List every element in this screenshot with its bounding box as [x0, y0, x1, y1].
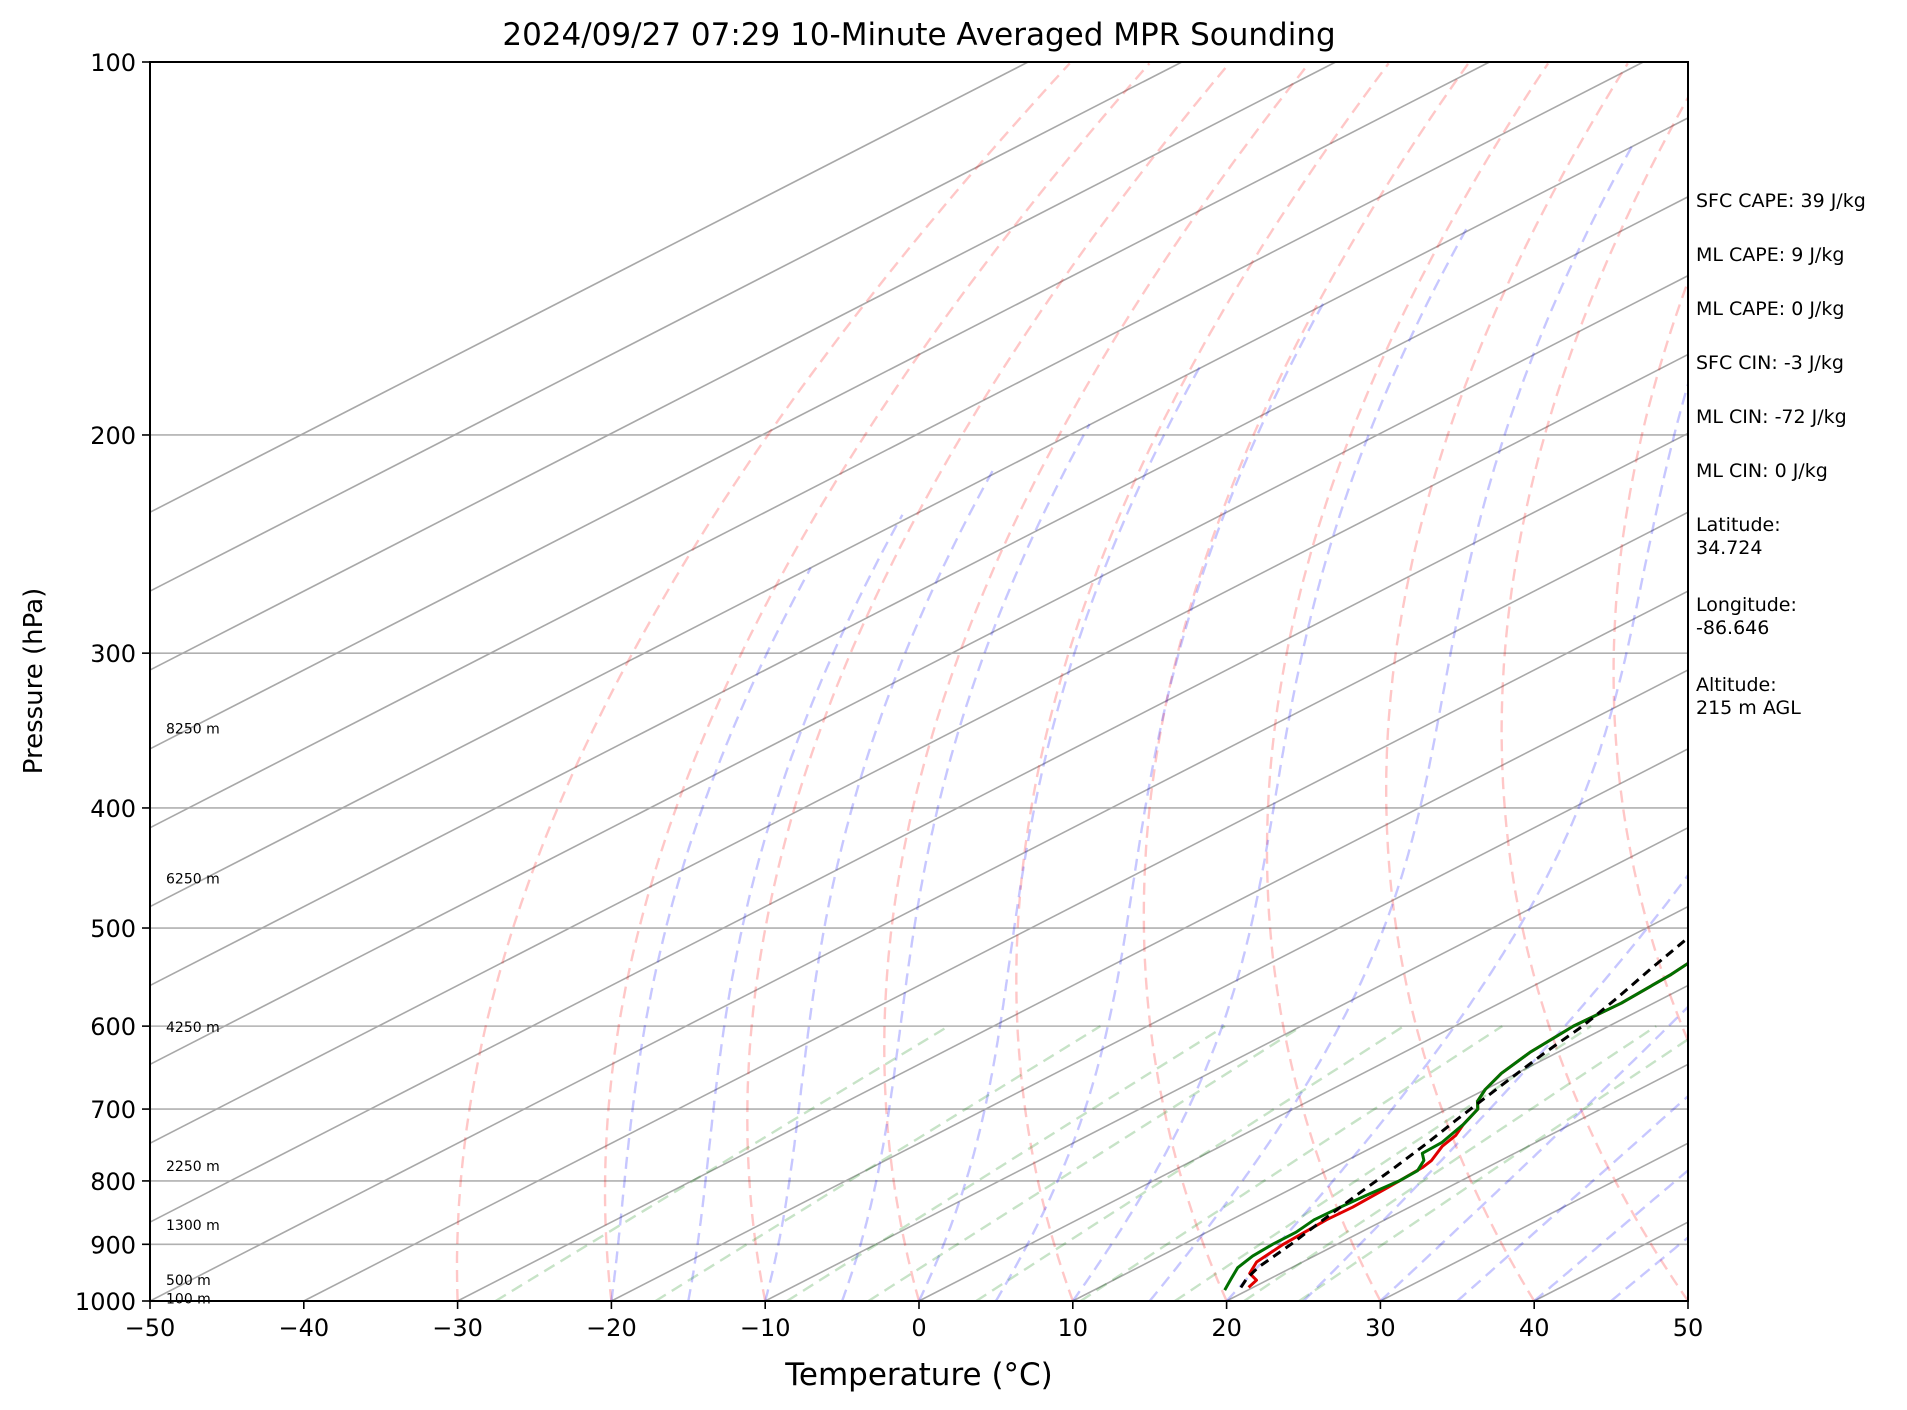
moist-adiabat [688, 515, 902, 1301]
isotherm-line [0, 62, 1907, 1301]
longitude-value: -86.646 [1696, 617, 1797, 640]
stat-sfc-cape: SFC CAPE: 39 J/kg [1696, 190, 1866, 213]
stat-sfc-cin: SFC CIN: -3 J/kg [1696, 352, 1844, 375]
x-tick-label: −40 [278, 1314, 329, 1342]
dry-adiabat [1267, 63, 1548, 1301]
height-label: 4250 m [166, 1020, 220, 1036]
x-axis-label: Temperature (°C) [784, 1357, 1053, 1393]
moist-adiabat [765, 466, 995, 1301]
stat-ml-cape: ML CAPE: 9 J/kg [1696, 244, 1844, 267]
height-label: 8250 m [166, 721, 220, 737]
latitude-value: 34.724 [1696, 537, 1781, 560]
mixing-ratio-line [869, 1026, 1303, 1301]
height-label: 6250 m [166, 871, 220, 887]
dry-adiabat [457, 63, 1070, 1301]
y-tick-label: 700 [90, 1096, 136, 1124]
y-tick-label: 300 [90, 640, 136, 668]
y-tick-label: 900 [90, 1231, 136, 1259]
height-label: 100 m [166, 1291, 211, 1307]
x-tick-label: 20 [1211, 1314, 1242, 1342]
altitude-label: Altitude: [1696, 674, 1801, 697]
y-axis-label: Pressure (hPa) [19, 588, 49, 775]
parcel-trace [1241, 600, 1907, 1287]
height-label: 1300 m [166, 1218, 220, 1234]
dewpoint-trace [1225, 608, 1907, 1290]
x-tick-label: 10 [1058, 1314, 1089, 1342]
height-labels: 100 m 500 m 1300 m 2250 m 4250 m 6250 m 8250 m [166, 721, 220, 1307]
isotherm-line [0, 62, 1907, 1301]
y-tick-label: 600 [90, 1013, 136, 1041]
isotherm-line [458, 62, 1907, 1301]
dry-adiabat [1386, 63, 1628, 1301]
y-tick-label: 800 [90, 1168, 136, 1196]
y-tick-label: 100 [90, 49, 136, 77]
moist-adiabat [996, 301, 1325, 1301]
x-tick-label: 0 [911, 1314, 926, 1342]
dry-adiabat [605, 63, 1149, 1301]
altitude-block: Altitude:215 m AGL [1696, 674, 1801, 720]
background-lines [0, 62, 1907, 1301]
moist-adiabat [1150, 142, 1635, 1301]
longitude-block: Longitude:-86.646 [1696, 594, 1797, 640]
latitude-block: Latitude:34.724 [1696, 514, 1781, 560]
stat-ml-cape-2: ML CAPE: 0 J/kg [1696, 298, 1844, 321]
dry-adiabat [1502, 63, 1708, 1301]
altitude-value: 215 m AGL [1696, 697, 1801, 720]
latitude-label: Latitude: [1696, 514, 1781, 537]
x-tick-label: −50 [125, 1314, 176, 1342]
isotherm-line [0, 62, 1907, 1301]
isotherm-line [0, 62, 1182, 1301]
y-tick-label: 500 [90, 915, 136, 943]
stat-ml-cin: ML CIN: -72 J/kg [1696, 406, 1847, 429]
moist-adiabat [919, 366, 1200, 1301]
y-tick-label: 1000 [75, 1288, 136, 1316]
mixing-ratio-line [1175, 1026, 1591, 1301]
x-tick-label: −10 [740, 1314, 791, 1342]
stat-ml-cin-2: ML CIN: 0 J/kg [1696, 460, 1828, 483]
isotherm-line [0, 62, 1907, 1301]
temperature-trace [1249, 604, 1907, 1287]
x-tick-label: −30 [432, 1314, 483, 1342]
moist-adiabat [842, 424, 1090, 1301]
dry-adiabat [884, 63, 1309, 1301]
x-tick-label: −20 [586, 1314, 637, 1342]
y-tick-label: 200 [90, 422, 136, 450]
isotherm-line [150, 62, 1907, 1301]
y-tick-label: 400 [90, 795, 136, 823]
isotherm-line [0, 62, 1797, 1301]
x-tick-label: 40 [1519, 1314, 1550, 1342]
x-tick-label: 30 [1365, 1314, 1396, 1342]
height-label: 500 m [166, 1273, 211, 1289]
height-label: 2250 m [166, 1159, 220, 1175]
chart-title: 2024/09/27 07:29 10-Minute Averaged MPR … [502, 17, 1335, 53]
longitude-label: Longitude: [1696, 594, 1797, 617]
x-tick-label: 50 [1673, 1314, 1704, 1342]
